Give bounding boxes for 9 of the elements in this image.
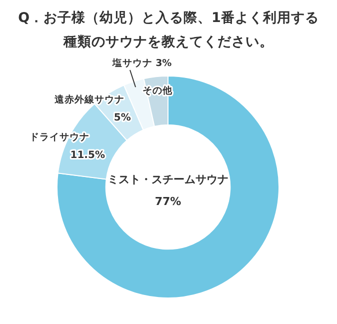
- data-label: 77%: [154, 195, 182, 208]
- slice-label: その他: [142, 84, 174, 97]
- data-label: 5%: [114, 112, 131, 124]
- data-label: 11.5%: [70, 150, 105, 162]
- slice-label: ドライサウナ: [30, 132, 90, 144]
- slice-label: 遠赤外線サウナ: [53, 94, 124, 106]
- slice-label: ミスト・スチームサウナ: [108, 173, 228, 186]
- slice-label: 塩サウナ 3%: [111, 57, 172, 70]
- chart-title: Q．お子様（幼児）と入る際、1番よく利用する種類のサウナを教えてください。: [18, 10, 319, 50]
